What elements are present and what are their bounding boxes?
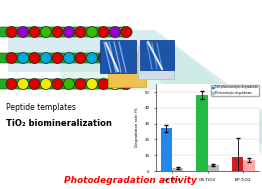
FancyArrow shape — [118, 78, 133, 90]
FancyBboxPatch shape — [0, 27, 126, 37]
Circle shape — [41, 53, 52, 64]
Circle shape — [110, 78, 121, 90]
Circle shape — [6, 26, 17, 37]
Circle shape — [75, 26, 86, 37]
Circle shape — [52, 78, 63, 90]
Circle shape — [86, 53, 97, 64]
Circle shape — [63, 26, 74, 37]
Circle shape — [29, 26, 40, 37]
Circle shape — [110, 26, 121, 37]
Circle shape — [41, 78, 52, 90]
Circle shape — [98, 78, 109, 90]
Circle shape — [98, 53, 109, 64]
Circle shape — [52, 26, 63, 37]
Circle shape — [6, 78, 17, 90]
Circle shape — [98, 26, 109, 37]
Circle shape — [6, 53, 17, 64]
Circle shape — [75, 53, 86, 64]
Text: Photodegradation activity: Photodegradation activity — [64, 176, 196, 185]
Bar — [108, 52, 146, 87]
FancyArrow shape — [118, 52, 133, 64]
Circle shape — [18, 26, 29, 37]
Text: TiO₂ biomineralization: TiO₂ biomineralization — [6, 119, 112, 128]
Circle shape — [29, 53, 40, 64]
FancyBboxPatch shape — [0, 79, 126, 89]
Circle shape — [75, 78, 86, 90]
Bar — [243, 160, 255, 171]
Y-axis label: Degradation rate /%: Degradation rate /% — [135, 108, 139, 147]
FancyArrow shape — [118, 26, 133, 38]
Bar — [100, 40, 136, 73]
Bar — [172, 168, 183, 171]
Bar — [138, 46, 174, 79]
Polygon shape — [8, 30, 262, 145]
Circle shape — [63, 78, 74, 90]
Text: Peptide templates: Peptide templates — [6, 103, 76, 112]
Circle shape — [121, 26, 132, 37]
Circle shape — [86, 78, 97, 90]
FancyBboxPatch shape — [0, 53, 126, 63]
Circle shape — [110, 53, 121, 64]
Bar — [208, 165, 219, 171]
Legend: Self-photocatalysis degradation, Photocatalytic degradation: Self-photocatalysis degradation, Photoca… — [211, 85, 259, 96]
Circle shape — [18, 78, 29, 90]
Circle shape — [121, 78, 132, 90]
Circle shape — [52, 53, 63, 64]
Bar — [161, 128, 172, 171]
Bar — [232, 157, 243, 171]
Bar — [140, 40, 174, 70]
Circle shape — [63, 53, 74, 64]
Polygon shape — [60, 50, 262, 155]
Circle shape — [86, 26, 97, 37]
Circle shape — [18, 53, 29, 64]
Circle shape — [41, 26, 52, 37]
Bar — [196, 95, 208, 171]
Circle shape — [121, 53, 132, 64]
Circle shape — [29, 78, 40, 90]
